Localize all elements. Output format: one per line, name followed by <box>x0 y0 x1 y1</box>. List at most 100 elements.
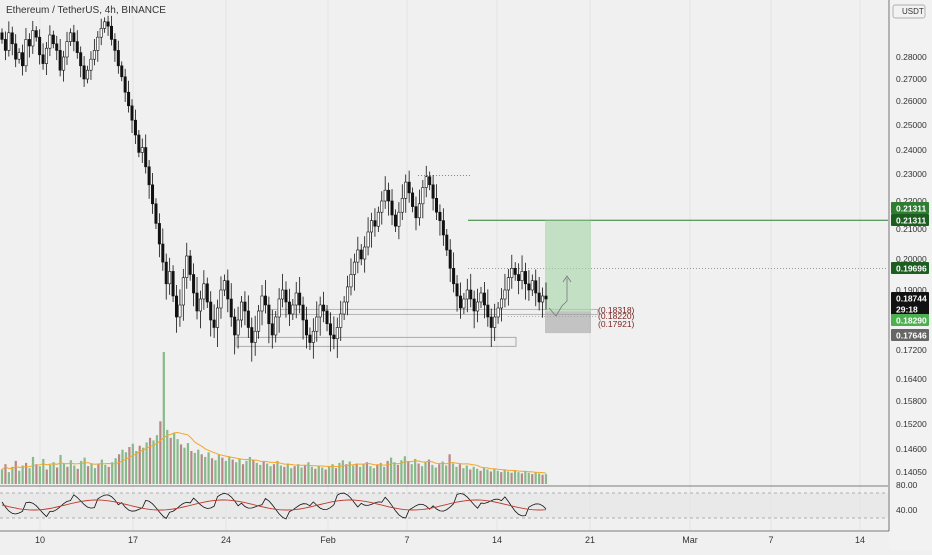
candle-body <box>171 271 175 297</box>
volume-bar <box>327 466 331 484</box>
candle-body <box>86 69 90 80</box>
candle-body <box>383 189 387 202</box>
volume-bar <box>25 462 28 484</box>
volume-bar <box>45 469 48 484</box>
long-position-tool[interactable] <box>545 220 591 334</box>
y-tick-label: 0.19000 <box>896 285 927 295</box>
x-tick-label: 24 <box>221 535 231 545</box>
volume-bar <box>376 464 379 484</box>
candle-body <box>387 189 391 202</box>
candle-body <box>274 316 278 336</box>
y-tick-label: 0.15200 <box>896 419 927 429</box>
candle-body <box>226 280 230 300</box>
candle-body <box>421 187 425 205</box>
price-tag <box>891 262 929 274</box>
volume-bar <box>310 466 313 484</box>
volume-bar <box>238 458 241 484</box>
volume-bar <box>55 467 59 484</box>
price-tag <box>891 214 929 226</box>
candle-body <box>472 298 476 312</box>
position-stop-zone <box>545 311 591 334</box>
volume-bar <box>83 457 86 484</box>
candle-body <box>130 105 134 121</box>
candle-body <box>349 274 353 288</box>
volume-bar <box>524 470 527 484</box>
candle-body <box>370 220 374 233</box>
x-tick-label: Mar <box>682 535 698 545</box>
price-tag <box>891 314 929 326</box>
volume-bar <box>90 463 93 484</box>
volume-bar <box>35 464 38 484</box>
volume-bar <box>424 462 427 484</box>
candle-body <box>31 30 35 47</box>
candle-body <box>72 32 76 42</box>
candle-body <box>62 56 66 71</box>
volume-bar <box>93 468 97 484</box>
candle-body <box>510 267 514 278</box>
volume-bar <box>197 449 200 484</box>
volume-bar <box>345 464 348 484</box>
time-axis[interactable]: 10 17 24 Feb 7 14 21 Mar 7 14 <box>35 535 865 545</box>
candles <box>0 13 548 362</box>
candle-body <box>174 295 178 318</box>
candle-body <box>253 330 257 343</box>
candle-body <box>431 184 435 199</box>
candle-body <box>3 39 7 51</box>
candle-body <box>346 286 350 303</box>
y-tick-label: 0.21000 <box>896 224 927 234</box>
y-tick-label: 0.27000 <box>896 74 927 84</box>
candle-body <box>458 295 462 309</box>
volume-bar <box>18 470 21 484</box>
volume-bar <box>49 464 52 484</box>
y-tick-label: 0.26000 <box>896 96 927 106</box>
volume-bar <box>14 460 17 484</box>
volume-bar <box>159 421 162 484</box>
candle-body <box>212 319 216 328</box>
volume-bar <box>73 465 76 484</box>
candle-body <box>366 231 370 248</box>
candle-body <box>154 203 158 224</box>
volume-bar <box>358 466 362 484</box>
candle-body <box>301 304 305 321</box>
candle-body <box>448 249 452 269</box>
symbol-title: Ethereum / TetherUS, 4h, BINANCE <box>4 5 168 16</box>
candle-body <box>527 283 531 291</box>
y-tick-label: 0.23000 <box>896 169 927 179</box>
position-profit-zone <box>545 220 591 312</box>
candle-body <box>318 304 322 318</box>
candle-body <box>106 21 110 27</box>
candle-body <box>21 52 25 67</box>
candle-body <box>229 298 233 318</box>
support-box <box>235 336 517 347</box>
volume-bar <box>7 472 10 484</box>
volume-bar <box>290 468 293 484</box>
candle-body <box>260 295 264 312</box>
volume-bar <box>431 464 434 484</box>
volume-bar <box>269 466 272 484</box>
price-axis[interactable]: USDT 0.28000 0.27000 0.26000 0.25000 0.24000 0… <box>888 0 932 550</box>
volume-bar <box>152 440 155 484</box>
volume-bar <box>42 458 45 484</box>
candle-body <box>144 147 148 168</box>
volume-bar <box>235 462 238 484</box>
candle-body <box>243 301 247 312</box>
volume-bar <box>31 456 35 484</box>
volume-bar <box>503 469 506 484</box>
volume-bar <box>142 447 145 484</box>
volume-bar <box>214 460 217 484</box>
candle-body <box>127 91 131 107</box>
candle-body <box>486 304 490 318</box>
price-tag-label: 29:18 <box>896 305 918 315</box>
candle-body <box>281 289 285 300</box>
volume-bar <box>393 462 396 484</box>
volume-bar <box>21 465 24 484</box>
y-tick-label: 0.15800 <box>896 396 927 406</box>
volume-bar <box>513 470 517 484</box>
candle-body <box>325 310 329 325</box>
price-tag <box>891 303 929 315</box>
candle-body <box>328 323 332 336</box>
candle-body <box>332 334 336 340</box>
